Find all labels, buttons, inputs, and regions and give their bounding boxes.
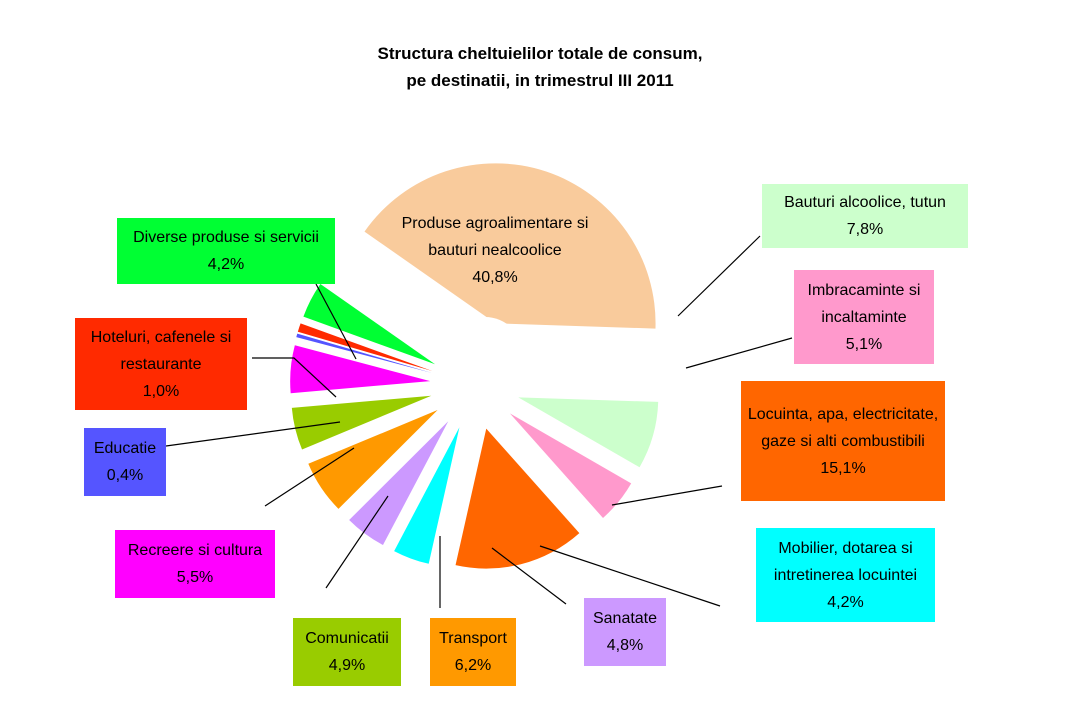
leader-line-imbracaminte-si-incaltaminte — [685, 337, 793, 369]
slice-value-comunicatii: 4,9% — [328, 657, 366, 674]
slice-value-educatie: 0,4% — [106, 467, 144, 484]
pie-slice-diverse-produse-si-servicii — [303, 283, 436, 365]
slice-value-transport: 6,2% — [454, 657, 492, 674]
slice-value-hoteluri-cafenele-si-restaurante: 1,0% — [142, 382, 180, 400]
data-label-locuinta-apa-electricitate-gaze-si-alti-combustibili: Locuinta, apa, electricitate, gaze si al… — [741, 381, 945, 501]
leader-line-mobilier-dotarea-si-intretinerea-locuintei — [539, 545, 721, 607]
pie-slice-recreere-si-cultura — [290, 345, 431, 394]
leader-line-bauturi-alcoolice-tutun — [677, 235, 761, 317]
slice-name-imbracaminte-si-incaltaminte: Imbracaminte si incaltaminte — [807, 281, 921, 326]
data-label-bauturi-alcoolice-tutun: Bauturi alcoolice, tutun 7,8% — [762, 184, 968, 248]
leader-line-locuinta-apa-electricitate-gaze-si-alti-combustibili — [611, 485, 723, 506]
slice-value-sanatate: 4,8% — [606, 637, 644, 654]
pie-slice-comunicatii — [291, 395, 432, 450]
slice-name-transport: Transport — [439, 630, 507, 647]
data-label-hoteluri-cafenele-si-restaurante: Hoteluri, cafenele si restaurante 1,0% — [75, 318, 247, 410]
pie-slice-locuinta-apa-electricitate-gaze-si-alti-combustibili — [455, 428, 580, 569]
pie-slice-educatie — [296, 333, 432, 373]
pie-slice-sanatate — [349, 421, 449, 546]
data-label-sanatate: Sanatate 4,8% — [584, 598, 666, 666]
data-label-diverse-produse-si-servicii: Diverse produse si servicii 4,2% — [117, 218, 335, 284]
leader-line-diverse-produse-si-servicii — [315, 283, 357, 360]
slice-value-produse-agroalimentare-si-bauturi-nealcoolice: 40,8% — [472, 268, 518, 286]
leader-line-recreere-si-cultura — [264, 447, 355, 507]
data-label-produse-agroalimentare-si-bauturi-nealcoolice: Produse agroalimentare si bauturi nealco… — [378, 208, 612, 292]
leader-line-sanatate — [491, 547, 567, 605]
pie-slice-imbracaminte-si-incaltaminte — [509, 413, 632, 518]
pie-slice-bauturi-alcoolice-tutun — [518, 397, 659, 468]
slice-name-hoteluri-cafenele-si-restaurante: Hoteluri, cafenele si restaurante — [90, 328, 232, 373]
pie-slice-mobilier-dotarea-si-intretinerea-locuintei — [394, 427, 460, 564]
data-label-recreere-si-cultura: Recreere si cultura 5,5% — [115, 530, 275, 598]
slice-value-locuinta-apa-electricitate-gaze-si-alti-combustibili: 15,1% — [820, 459, 866, 477]
pie-slice-hoteluri-cafenele-si-restaurante — [297, 323, 433, 372]
data-label-imbracaminte-si-incaltaminte: Imbracaminte si incaltaminte 5,1% — [794, 270, 934, 364]
chart-title: Structura cheltuielilor totale de consum… — [0, 40, 1080, 94]
slice-value-bauturi-alcoolice-tutun: 7,8% — [846, 221, 884, 238]
slice-name-mobilier-dotarea-si-intretinerea-locuintei: Mobilier, dotarea si intretinerea locuin… — [773, 539, 918, 584]
slice-name-comunicatii: Comunicatii — [305, 630, 389, 647]
slice-name-bauturi-alcoolice-tutun: Bauturi alcoolice, tutun — [784, 194, 946, 211]
leader-line-comunicatii — [325, 495, 389, 589]
data-label-transport: Transport 6,2% — [430, 618, 516, 686]
leader-line-educatie — [165, 421, 341, 447]
data-label-comunicatii: Comunicatii 4,9% — [293, 618, 401, 686]
pie-slice-produse-agroalimentare-si-bauturi-nealcoolice — [364, 163, 656, 329]
slice-value-recreere-si-cultura: 5,5% — [176, 569, 214, 586]
slice-name-educatie: Educatie — [93, 440, 157, 457]
chart-subtitle: pe destinatii, in trimestrul III 2011 — [406, 71, 674, 90]
slice-name-produse-agroalimentare-si-bauturi-nealcoolice: Produse agroalimentare si bauturi nealco… — [401, 214, 589, 259]
data-label-educatie: Educatie 0,4% — [84, 428, 166, 496]
chart-title-line1: Structura cheltuielilor totale de consum… — [377, 44, 703, 63]
slice-value-diverse-produse-si-servicii: 4,2% — [207, 256, 245, 273]
slice-name-recreere-si-cultura: Recreere si cultura — [127, 542, 263, 559]
slice-name-diverse-produse-si-servicii: Diverse produse si servicii — [133, 229, 319, 246]
slice-value-imbracaminte-si-incaltaminte: 5,1% — [845, 335, 883, 353]
slice-name-sanatate: Sanatate — [592, 610, 658, 627]
slice-value-mobilier-dotarea-si-intretinerea-locuintei: 4,2% — [827, 593, 864, 611]
pie-center — [447, 317, 523, 393]
leader-line-hoteluri-cafenele-si-restaurante — [252, 357, 337, 398]
slice-name-locuinta-apa-electricitate-gaze-si-alti-combustibili: Locuinta, apa, electricitate, gaze si al… — [747, 405, 939, 450]
pie-slice-transport — [308, 410, 438, 509]
data-label-mobilier-dotarea-si-intretinerea-locuintei: Mobilier, dotarea si intretinerea locuin… — [756, 528, 935, 622]
